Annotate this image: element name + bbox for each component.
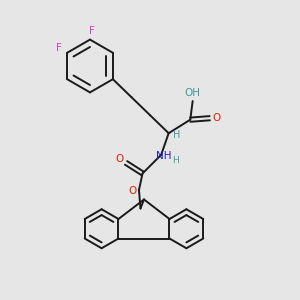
Text: NH: NH	[156, 151, 171, 161]
Text: H: H	[172, 156, 179, 165]
Text: O: O	[212, 113, 220, 123]
Text: O: O	[115, 154, 124, 164]
Text: O: O	[128, 186, 136, 197]
Text: OH: OH	[185, 88, 201, 98]
Text: F: F	[56, 43, 62, 53]
Text: H: H	[173, 130, 181, 140]
Text: F: F	[88, 26, 94, 36]
